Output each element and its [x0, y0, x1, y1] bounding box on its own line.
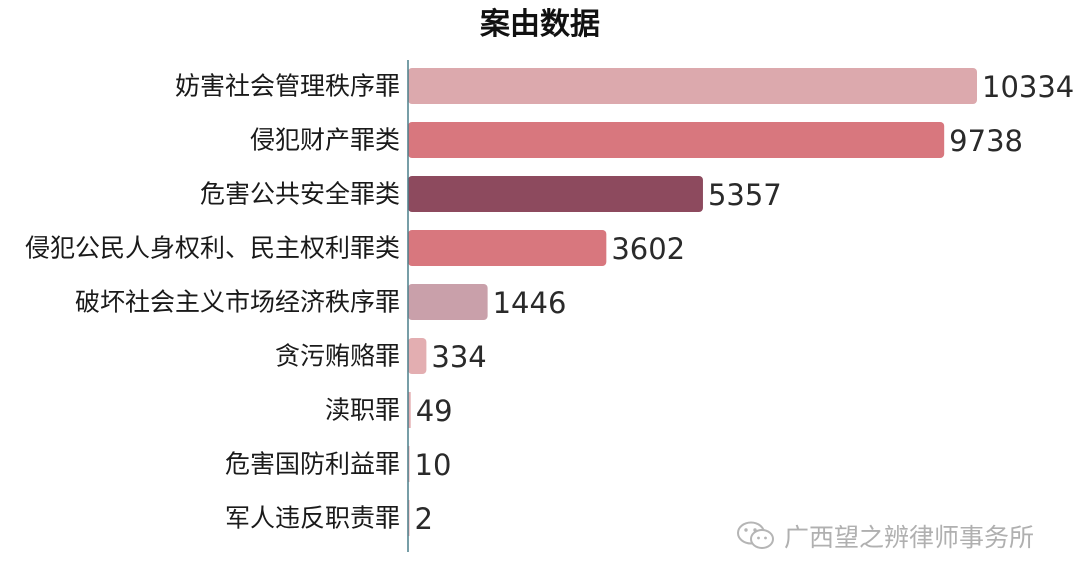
watermark-text: 广西望之辨律师事务所 [784, 523, 1035, 552]
value-label: 1446 [493, 286, 567, 320]
category-label: 渎职罪 [325, 396, 400, 425]
bar [408, 68, 977, 104]
value-label: 334 [431, 340, 486, 374]
watermark: 广西望之辨律师事务所 [736, 518, 1034, 554]
value-label: 5357 [708, 178, 782, 212]
chart-title: 案由数据 [480, 7, 600, 42]
category-label: 危害公共安全罪类 [200, 180, 400, 209]
category-label: 危害国防利益罪 [225, 450, 400, 479]
category-label: 侵犯公民人身权利、民主权利罪类 [25, 234, 400, 263]
bar [408, 284, 488, 320]
value-label: 10334 [982, 70, 1074, 104]
category-label: 贪污贿赂罪 [275, 342, 400, 371]
value-label: 2 [415, 502, 433, 536]
category-label: 军人违反职责罪 [225, 504, 400, 533]
bar [408, 392, 411, 428]
bar [408, 176, 703, 212]
value-label: 10 [415, 448, 452, 482]
bar [408, 230, 607, 266]
bar [408, 122, 945, 158]
category-label: 破坏社会主义市场经济秩序罪 [75, 288, 400, 317]
value-label: 9738 [949, 124, 1023, 158]
value-label: 49 [416, 394, 453, 428]
value-label: 3602 [611, 232, 685, 266]
wechat-icon [736, 520, 776, 552]
bar [408, 338, 427, 374]
category-label: 妨害社会管理秩序罪 [175, 72, 400, 101]
category-label: 侵犯财产罪类 [250, 126, 400, 155]
